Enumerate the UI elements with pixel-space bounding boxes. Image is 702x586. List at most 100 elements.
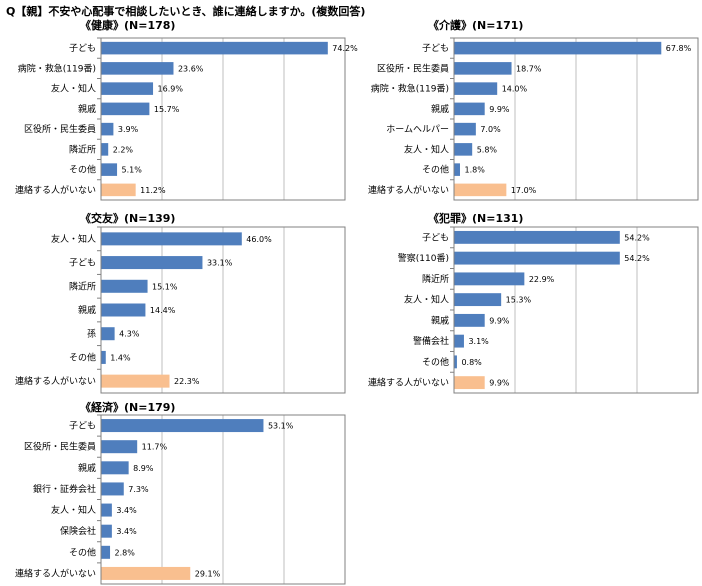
value-label: 3.4%: [116, 527, 137, 536]
bar: [454, 41, 662, 55]
bar: [101, 41, 328, 55]
category-label: 区役所・民生委員: [24, 441, 96, 453]
panel-title: 《介護》(N=171): [428, 18, 523, 32]
chart-panel-3: 《交友》(N=139) 友人・知人 46.0% 子ども 33.1% 隣近所 15.1% 親戚 1…: [15, 211, 346, 394]
value-label: 17.0%: [511, 186, 537, 195]
category-label: 子ども: [69, 43, 96, 54]
value-label: 15.7%: [154, 105, 180, 114]
bar: [101, 350, 106, 364]
value-label: 1.4%: [110, 353, 131, 362]
value-label: 3.1%: [468, 337, 489, 346]
bar: [101, 545, 111, 559]
bar: [101, 122, 114, 136]
value-label: 3.4%: [116, 506, 137, 515]
category-label: その他: [422, 164, 449, 176]
bar: [101, 524, 112, 538]
category-label: 区役所・民生委員: [377, 62, 449, 74]
value-label: 3.9%: [118, 125, 139, 134]
panel-title: 《犯罪》(N=131): [428, 211, 523, 225]
value-label: 8.9%: [133, 464, 154, 473]
category-label: 子ども: [422, 232, 449, 243]
value-label: 14.4%: [150, 306, 176, 315]
value-label: 46.0%: [246, 235, 272, 244]
bar: [454, 62, 512, 75]
chart-panel-4: 《犯罪》(N=131) 子ども 54.2% 警察(110番) 54.2% 隣近所 22.9%…: [368, 211, 699, 394]
bar: [101, 461, 129, 475]
category-label: 子ども: [69, 258, 96, 269]
category-label: 病院・救急(119番): [18, 62, 96, 74]
value-label: 5.8%: [477, 145, 498, 154]
bar: [454, 143, 473, 156]
chart-panel-5: 《経済》(N=179) 子ども 53.1% 区役所・民生委員 11.7% 親戚 8.9% 銀行…: [15, 400, 346, 585]
value-label: 54.2%: [624, 233, 650, 242]
bar-highlight: [454, 183, 507, 197]
main-title: Q【親】不安や心配事で相談したいとき、誰に連絡しますか。(複数回答): [6, 5, 366, 18]
bar: [454, 334, 464, 348]
value-label: 7.3%: [128, 485, 149, 494]
bar: [101, 102, 150, 116]
category-label: 友人・知人: [51, 83, 96, 95]
chart-panel-1: 《健康》(N=178) 子ども 74.2% 病院・救急(119番) 23.6% 友人・知人…: [15, 18, 358, 201]
category-label: 隣近所: [69, 280, 96, 292]
category-label: 親戚: [78, 304, 96, 316]
bar-highlight: [454, 376, 485, 390]
category-label: 子ども: [422, 43, 449, 54]
category-label: 孫: [87, 328, 96, 340]
bar-highlight: [101, 374, 170, 388]
category-label: 警察(110番): [398, 252, 449, 264]
value-label: 29.1%: [195, 569, 221, 578]
value-label: 4.3%: [119, 330, 140, 339]
panel-title: 《経済》(N=179): [80, 400, 175, 414]
bar: [101, 419, 264, 433]
value-label: 11.7%: [142, 443, 168, 452]
category-label: 友人・知人: [404, 294, 449, 306]
value-label: 2.8%: [115, 548, 136, 557]
panel-title: 《健康》(N=178): [80, 18, 175, 32]
plot-frame: [100, 226, 346, 394]
value-label: 22.9%: [529, 275, 555, 284]
value-label: 9.9%: [489, 105, 510, 114]
bar: [101, 303, 146, 317]
bar: [101, 256, 203, 270]
category-label: 連絡する人がいない: [368, 377, 449, 389]
category-label: 警備会社: [413, 335, 449, 347]
value-label: 11.2%: [140, 186, 166, 195]
bar: [101, 279, 148, 293]
value-label: 33.1%: [207, 259, 233, 268]
value-label: 15.1%: [152, 282, 178, 291]
value-label: 67.8%: [666, 44, 692, 53]
bar: [454, 355, 457, 369]
category-label: 親戚: [78, 462, 96, 474]
value-label: 1.8%: [464, 166, 485, 175]
bar: [101, 62, 174, 75]
value-label: 16.9%: [158, 85, 184, 94]
category-label: 隣近所: [422, 273, 449, 285]
chart-panel-2: 《介護》(N=171) 子ども 67.8% 区役所・民生委員 18.7% 病院・救急(11…: [368, 18, 699, 201]
category-label: 保険会社: [60, 525, 96, 537]
bar: [454, 163, 460, 176]
category-label: その他: [422, 356, 449, 368]
bar: [101, 232, 242, 246]
category-label: その他: [69, 164, 96, 176]
bar: [101, 143, 109, 156]
value-label: 23.6%: [178, 64, 204, 73]
bar: [454, 251, 620, 265]
category-label: 親戚: [78, 103, 96, 115]
category-label: 子ども: [69, 421, 96, 432]
bar-highlight: [101, 566, 191, 580]
category-label: 連絡する人がいない: [15, 184, 96, 196]
category-label: 友人・知人: [404, 143, 449, 155]
category-label: ホームヘルパー: [386, 124, 449, 135]
category-label: 隣近所: [69, 143, 96, 155]
value-label: 0.8%: [461, 358, 482, 367]
value-label: 14.0%: [502, 85, 528, 94]
category-label: その他: [69, 546, 96, 558]
value-label: 74.2%: [332, 44, 358, 53]
bar: [454, 293, 502, 307]
bar: [101, 440, 138, 454]
panel-title: 《交友》(N=139): [80, 211, 175, 225]
bar: [454, 82, 498, 95]
value-label: 53.1%: [268, 422, 294, 431]
bar: [454, 102, 485, 116]
